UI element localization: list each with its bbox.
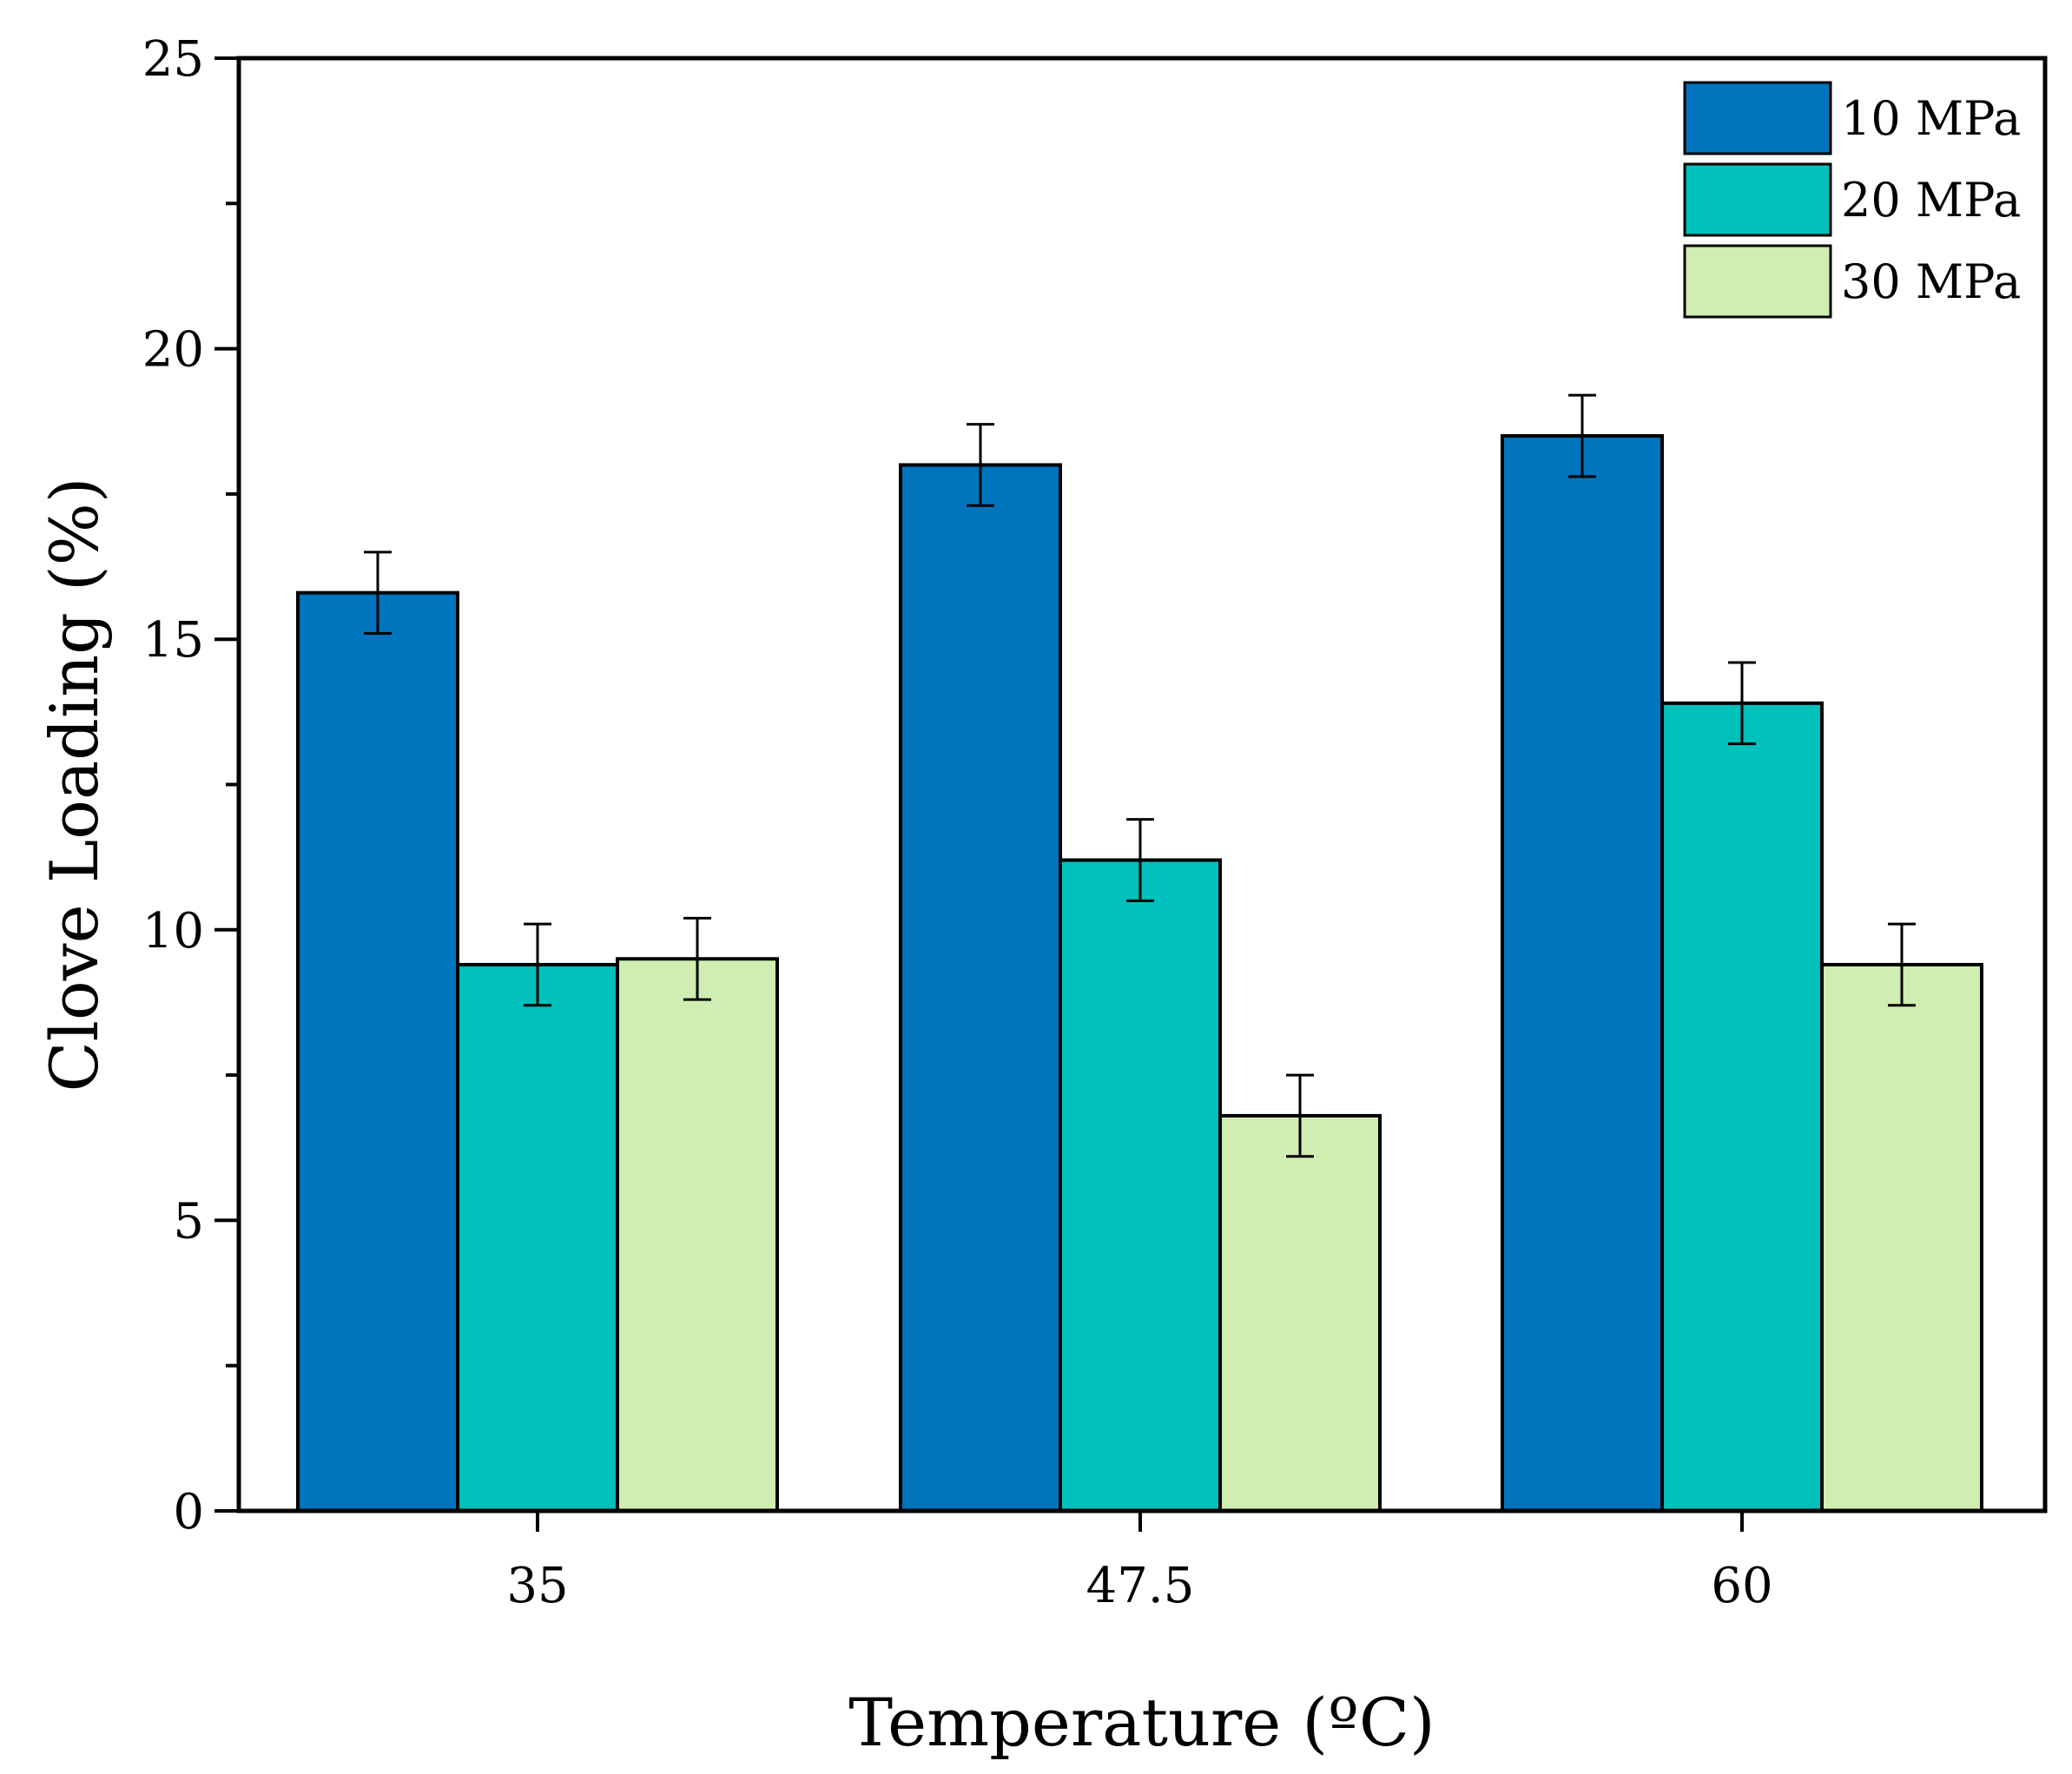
error-bar bbox=[1568, 393, 1596, 478]
error-bar bbox=[524, 922, 551, 1007]
legend: 10 MPa 20 MPa 30 MPa bbox=[1683, 81, 2021, 319]
y-tick-label: 5 bbox=[173, 1193, 204, 1250]
y-axis-title: Clove Loading (%) bbox=[36, 477, 113, 1091]
y-tick-label: 0 bbox=[173, 1484, 204, 1540]
error-bar bbox=[683, 916, 711, 1001]
error-bar bbox=[1728, 661, 1756, 746]
error-bar bbox=[1286, 1073, 1314, 1158]
y-tick-label: 15 bbox=[142, 612, 204, 669]
y-tick-label: 10 bbox=[142, 903, 204, 960]
bars-layer bbox=[296, 433, 1983, 1514]
bar-20-mpa-35 bbox=[456, 962, 619, 1513]
x-axis: 35 47.5 60 bbox=[506, 1511, 1773, 1614]
y-tick-label: 20 bbox=[142, 322, 204, 379]
x-axis-title: Temperature (ºC) bbox=[848, 1684, 1435, 1761]
x-tick-label: 60 bbox=[1711, 1558, 1772, 1614]
bar-20-mpa-60 bbox=[1660, 701, 1824, 1513]
error-bar bbox=[1888, 922, 1916, 1007]
x-tick-label: 47.5 bbox=[1086, 1558, 1195, 1614]
error-bar bbox=[364, 551, 392, 636]
bar-20-mpa-47.5 bbox=[1059, 858, 1222, 1513]
y-axis: 0 5 10 15 20 25 bbox=[142, 31, 239, 1540]
error-bars-layer bbox=[364, 393, 1916, 1158]
legend-label: 10 MPa bbox=[1841, 91, 2021, 146]
bar-30-mpa-47.5 bbox=[1218, 1113, 1382, 1513]
legend-label: 20 MPa bbox=[1841, 173, 2021, 228]
error-bar bbox=[967, 423, 994, 507]
bar-30-mpa-35 bbox=[616, 957, 779, 1513]
legend-swatch bbox=[1683, 162, 1832, 237]
bar-10-mpa-60 bbox=[1501, 433, 1664, 1514]
x-tick-label: 35 bbox=[506, 1558, 568, 1614]
bar-10-mpa-47.5 bbox=[899, 463, 1062, 1514]
legend-label: 30 MPa bbox=[1841, 254, 2021, 309]
error-bar bbox=[1126, 818, 1154, 902]
bar-10-mpa-35 bbox=[296, 590, 459, 1514]
legend-swatch bbox=[1683, 81, 1832, 155]
bar-30-mpa-60 bbox=[1820, 962, 1983, 1513]
legend-swatch bbox=[1683, 244, 1832, 319]
y-tick-label: 25 bbox=[142, 31, 204, 88]
